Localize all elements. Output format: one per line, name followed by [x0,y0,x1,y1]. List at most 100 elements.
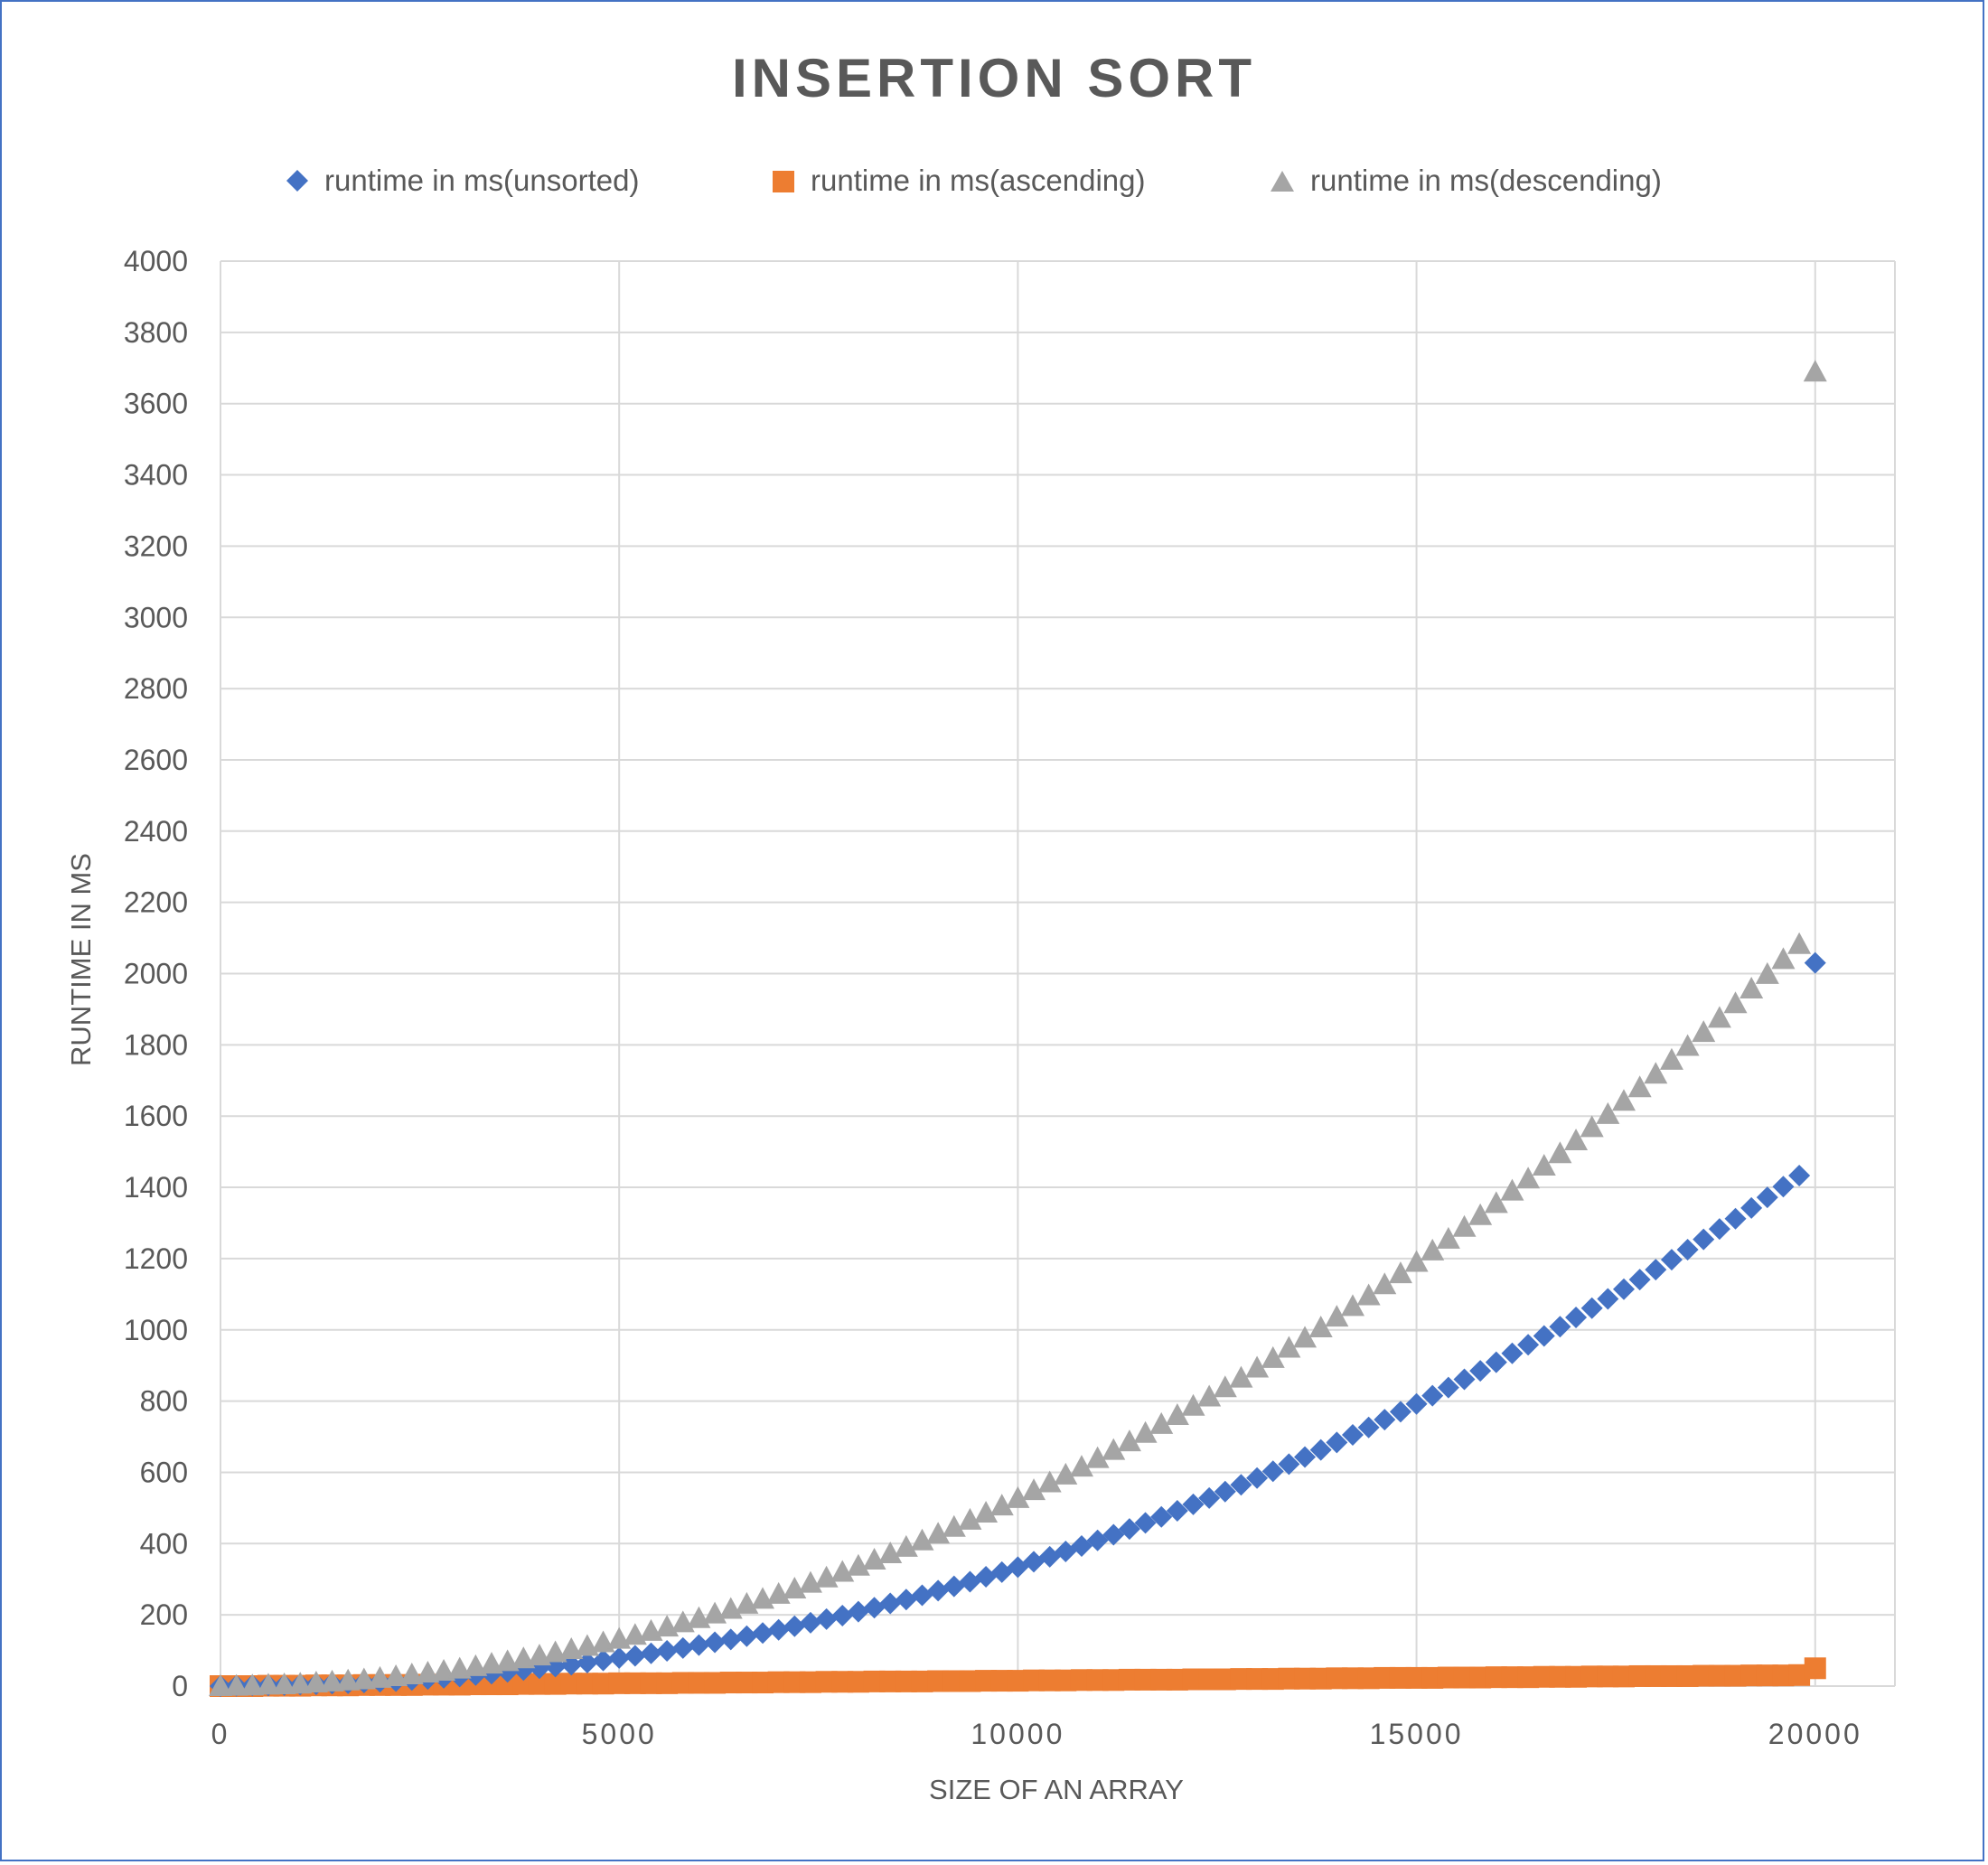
data-point-diamond [847,1600,869,1623]
data-point-diamond [1309,1439,1332,1461]
data-point-diamond [1437,1376,1459,1399]
data-point-diamond [1772,1176,1795,1198]
y-tick-label: 0 [172,1670,188,1702]
data-point-diamond [1341,1424,1364,1447]
data-point-triangle [1611,1089,1636,1111]
y-axis-label: RUNTIME IN MS [65,853,97,1066]
data-point-diamond [1788,1165,1811,1187]
data-point-triangle [1022,1478,1046,1501]
data-point-diamond [1485,1351,1507,1373]
data-point-diamond [1166,1500,1188,1523]
data-point-diamond [1294,1446,1317,1468]
x-tick-label: 10000 [971,1718,1064,1750]
y-tick-label: 2200 [124,886,188,919]
y-tick-label: 1800 [124,1028,188,1061]
data-point-diamond [671,1636,694,1659]
data-point-triangle [1707,1006,1731,1028]
series-layer [209,360,1827,1697]
data-point-triangle [368,1665,392,1688]
data-point-diamond [1214,1480,1236,1503]
data-point-diamond [799,1611,821,1634]
x-tick-label: 20000 [1768,1718,1862,1750]
data-point-diamond [895,1589,917,1611]
data-point-triangle [1452,1214,1477,1237]
data-point-diamond [1565,1306,1588,1328]
data-point-diamond [1580,1297,1603,1319]
data-point-diamond [1708,1218,1730,1241]
legend-item-descending: runtime in ms(descending) [1271,164,1662,197]
data-point-diamond [1405,1392,1428,1415]
data-point-diamond [1357,1416,1380,1439]
data-point-diamond [942,1575,965,1598]
data-point-triangle [304,1671,328,1693]
data-point-triangle [256,1673,280,1695]
data-point-triangle [1085,1446,1110,1468]
data-point-triangle [1325,1305,1349,1327]
y-tick-label: 2000 [124,958,188,990]
data-point-diamond [959,1570,981,1593]
data-point-diamond [560,1654,583,1676]
data-point-triangle [1197,1384,1222,1407]
data-point-triangle [272,1673,296,1695]
y-tick-label: 2400 [124,815,188,848]
data-point-square [1804,1657,1826,1680]
legend-item-ascending: runtime in ms(ascending) [773,164,1145,197]
data-point-diamond [1740,1196,1763,1219]
data-point-diamond [1724,1207,1747,1230]
data-point-triangle [1596,1101,1620,1124]
data-point-triangle [1580,1115,1604,1138]
y-tick-label: 3000 [124,601,188,633]
x-axis-ticks: 0 5000 10000 15000 20000 [211,1718,1862,1750]
data-point-triangle [1133,1420,1158,1443]
data-point-diamond [1804,951,1826,974]
y-tick-label: 3800 [124,316,188,349]
data-point-diamond [1676,1239,1699,1261]
data-point-diamond [624,1645,646,1667]
y-tick-label: 200 [140,1598,188,1631]
legend-label-unsorted: runtime in ms(unsorted) [324,164,639,197]
data-point-diamond [767,1618,790,1641]
data-point-diamond [1261,1460,1284,1483]
data-point-triangle [1548,1141,1572,1164]
data-point-diamond [831,1604,854,1626]
data-point-triangle [1037,1470,1062,1493]
data-point-triangle [1803,360,1827,382]
data-point-diamond [1756,1186,1778,1209]
legend: runtime in ms(unsorted) runtime in ms(as… [286,164,1662,197]
data-point-triangle [1388,1261,1412,1284]
data-point-triangle [1054,1462,1078,1485]
data-point-diamond [815,1607,838,1630]
data-point-diamond [1421,1384,1444,1407]
data-point-triangle [224,1673,248,1696]
series-triangle [209,360,1827,1696]
data-point-triangle [1787,932,1812,954]
legend-diamond-marker [286,170,308,192]
data-point-diamond [1278,1453,1300,1476]
data-point-triangle [384,1664,408,1686]
data-point-diamond [1230,1474,1252,1496]
data-point-triangle [352,1667,376,1690]
gridlines [220,260,1896,1687]
data-point-triangle [926,1522,951,1544]
data-point-triangle [416,1661,440,1683]
series-square [210,1657,1826,1697]
data-point-triangle [1675,1034,1700,1056]
data-point-triangle [432,1659,456,1682]
data-point-diamond [656,1639,679,1662]
data-point-diamond [1246,1467,1269,1489]
data-point-triangle [894,1534,918,1557]
data-point-triangle [1293,1326,1318,1348]
data-point-triangle [1723,991,1748,1014]
y-tick-label: 3400 [124,459,188,492]
y-axis-ticks: 0 200 400 600 800 1000 1200 1400 1600 1800 2000 220… [124,245,188,1702]
y-tick-label: 600 [140,1456,188,1488]
data-point-diamond [1469,1360,1492,1382]
data-point-triangle [1229,1365,1253,1388]
data-point-diamond [879,1592,902,1615]
chart-title: INSERTION SORT [732,48,1256,108]
data-point-triangle [209,1674,232,1696]
data-point-triangle [910,1528,934,1551]
data-point-diamond [863,1597,886,1619]
